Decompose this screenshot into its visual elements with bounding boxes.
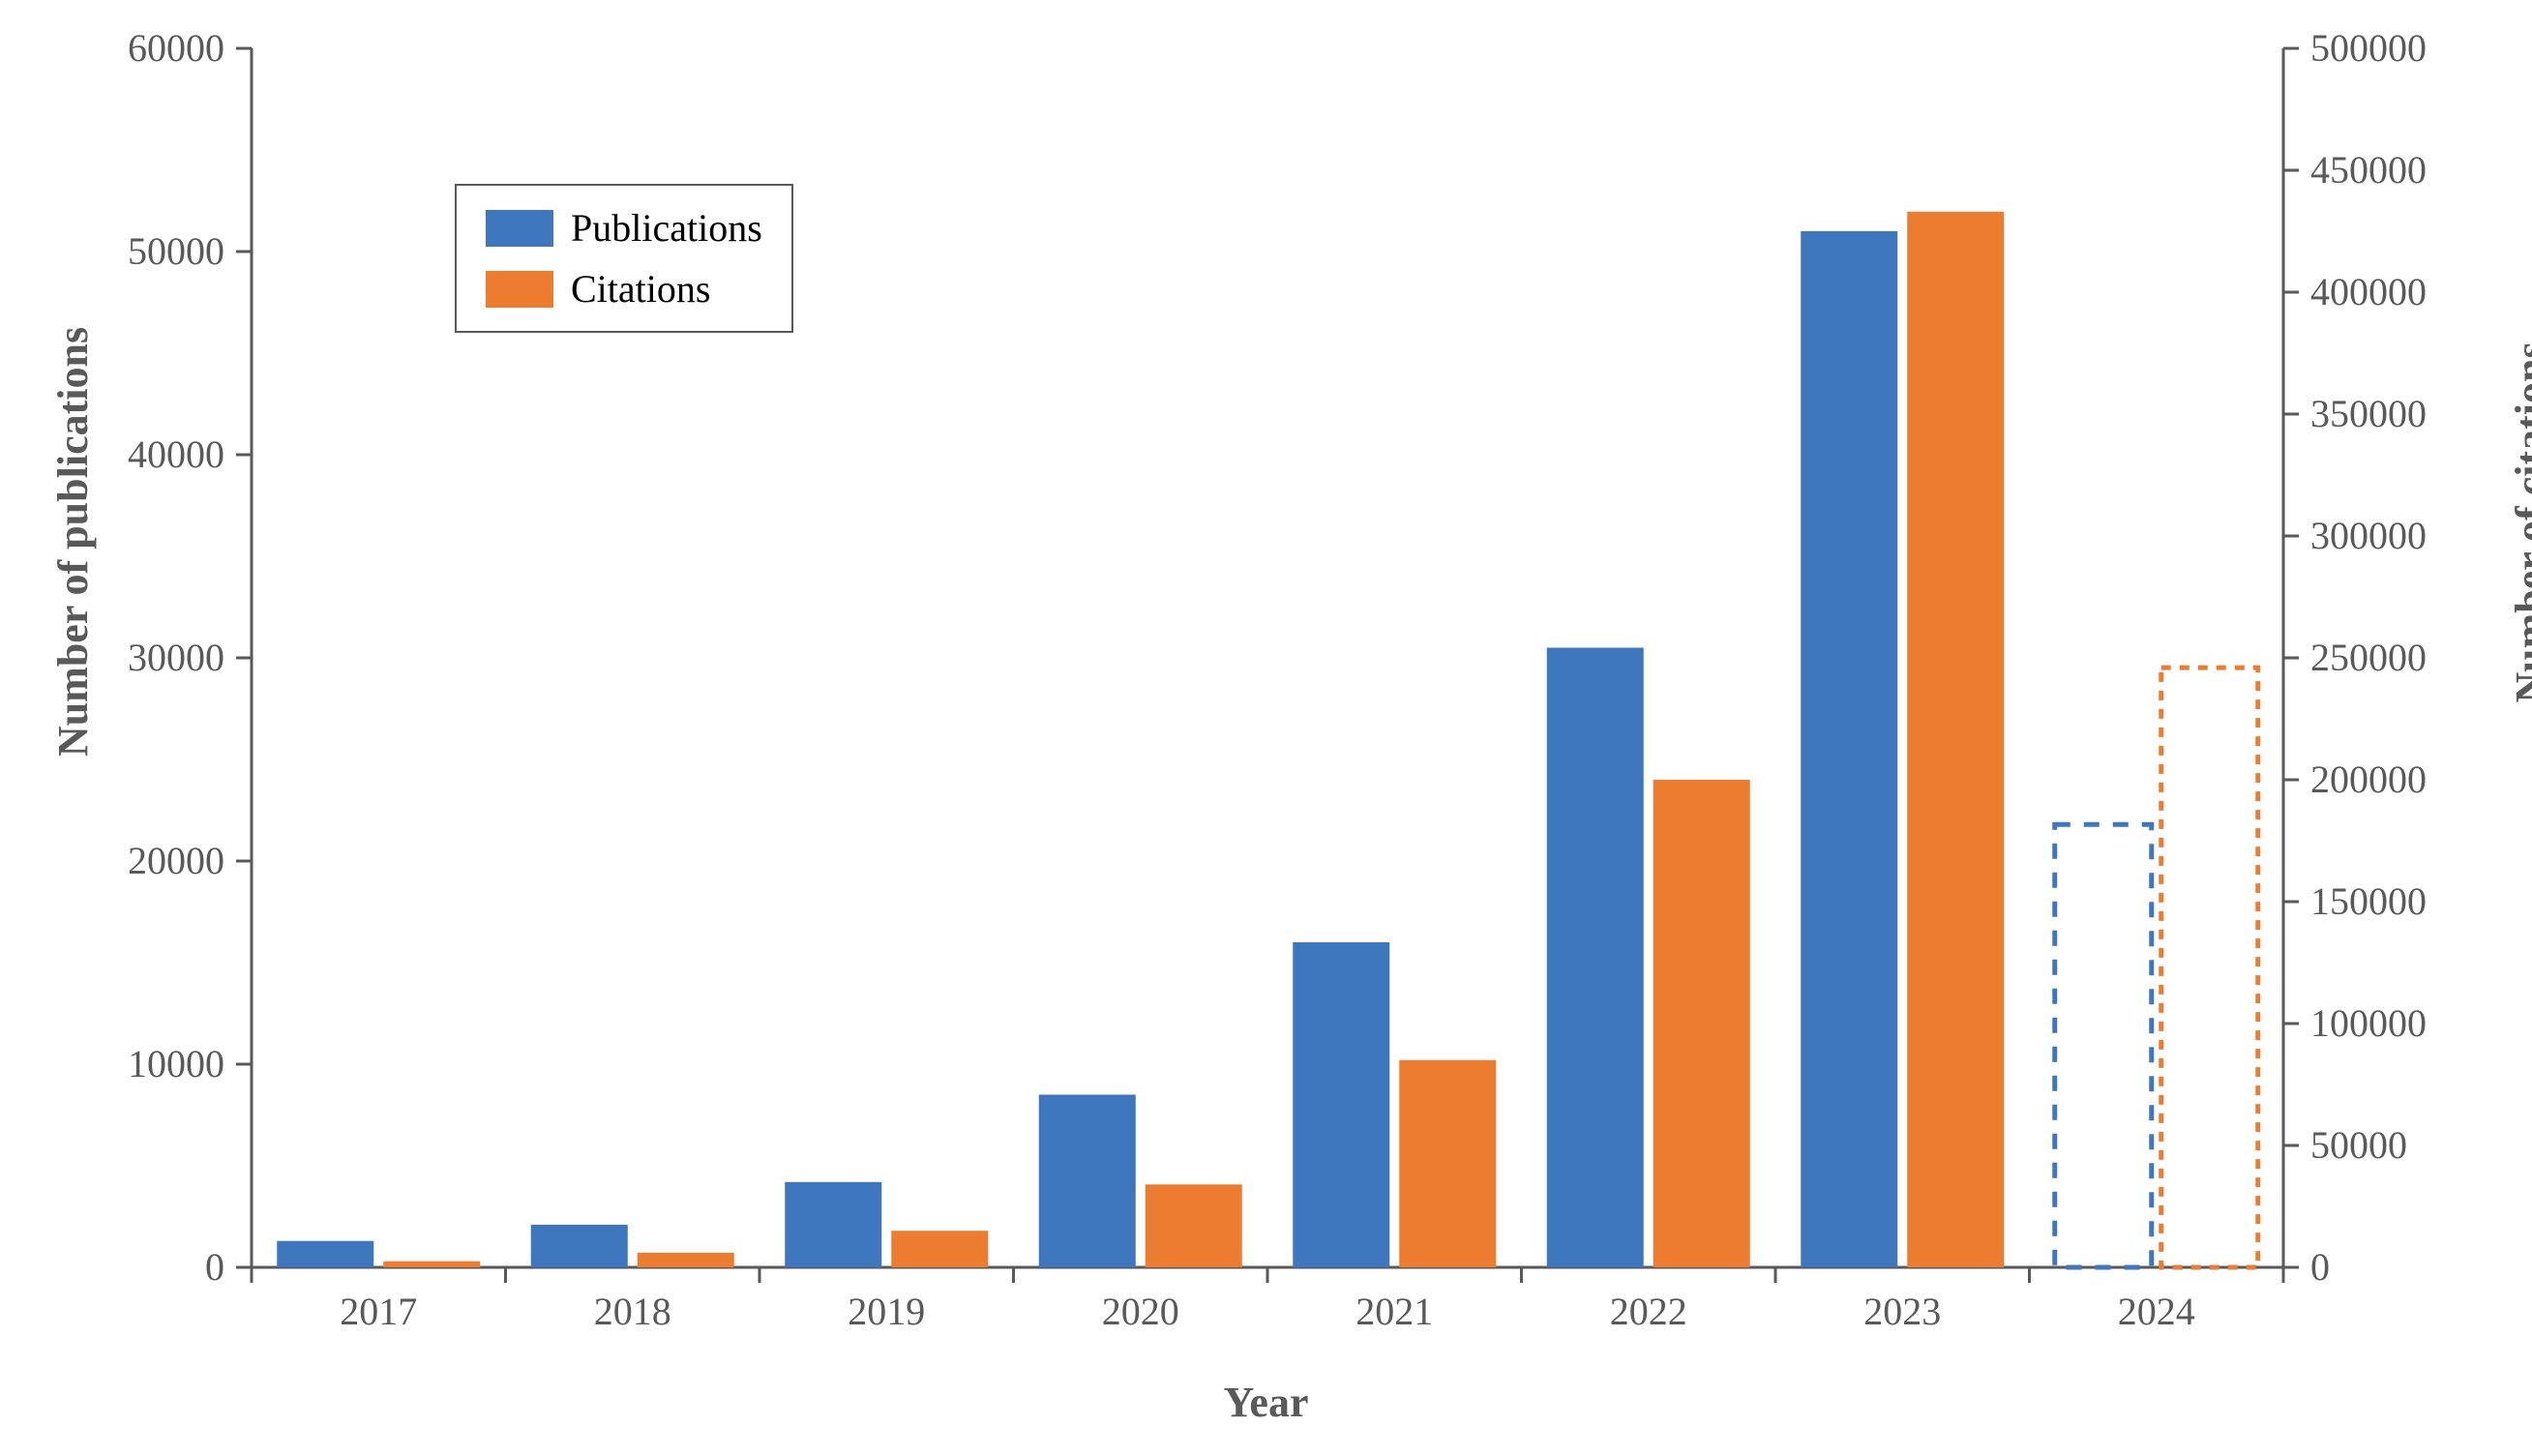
y-right-tick-label: 400000 (2310, 269, 2427, 314)
y-left-tick-label: 30000 (128, 635, 224, 680)
legend-item-publications: Publications (486, 205, 762, 251)
y-left-tick-label: 50000 (128, 228, 224, 274)
y-right-tick-label: 450000 (2310, 147, 2427, 193)
y-right-tick-label: 150000 (2310, 878, 2427, 924)
x-tick-label: 2023 (1844, 1289, 1960, 1334)
legend-item-citations: Citations (486, 266, 762, 312)
y-left-axis-label: Number of publications (48, 155, 98, 929)
y-right-tick-label: 250000 (2310, 635, 2427, 680)
y-right-tick-label: 300000 (2310, 513, 2427, 558)
x-axis-label: Year (0, 1378, 2532, 1427)
y-right-tick-label: 100000 (2310, 1000, 2427, 1046)
legend: Publications Citations (455, 184, 793, 333)
legend-swatch-publications (486, 210, 553, 247)
y-right-tick-label: 50000 (2310, 1122, 2407, 1168)
chart-svg (0, 0, 2532, 1456)
x-tick-label: 2018 (575, 1289, 691, 1334)
y-left-tick-label: 0 (205, 1244, 224, 1290)
y-right-tick-label: 200000 (2310, 757, 2427, 802)
x-tick-label: 2024 (2099, 1289, 2215, 1334)
y-right-tick-label: 350000 (2310, 391, 2427, 436)
y-right-axis-label: Number of citations (2506, 135, 2532, 909)
x-tick-label: 2017 (320, 1289, 436, 1334)
x-tick-label: 2020 (1083, 1289, 1199, 1334)
x-tick-label: 2019 (828, 1289, 944, 1334)
legend-label-citations: Citations (571, 266, 710, 312)
y-left-tick-label: 60000 (128, 25, 224, 71)
y-right-tick-label: 500000 (2310, 25, 2427, 71)
y-left-tick-label: 40000 (128, 431, 224, 477)
y-left-tick-label: 10000 (128, 1041, 224, 1086)
y-left-tick-label: 20000 (128, 838, 224, 883)
x-tick-label: 2022 (1591, 1289, 1707, 1334)
y-right-tick-label: 0 (2310, 1244, 2330, 1290)
x-tick-label: 2021 (1336, 1289, 1452, 1334)
legend-swatch-citations (486, 271, 553, 308)
legend-label-publications: Publications (571, 205, 762, 251)
chart-container: Year Number of publications Number of ci… (0, 0, 2532, 1456)
